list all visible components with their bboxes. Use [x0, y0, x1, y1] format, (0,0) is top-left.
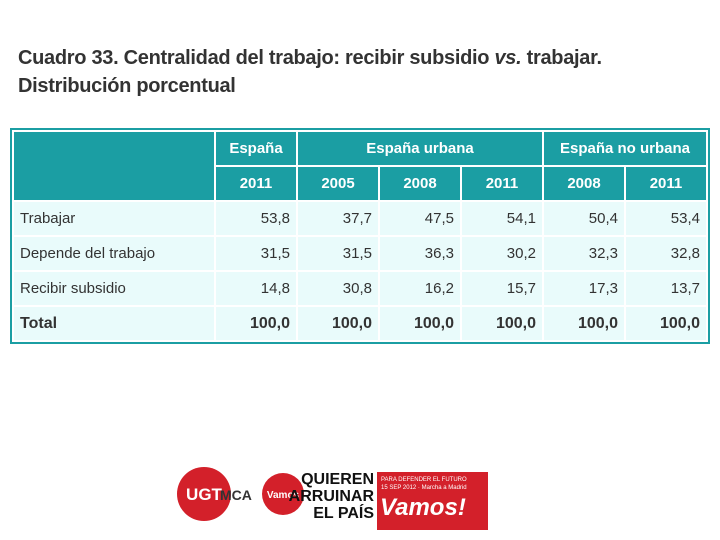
cell: 100,0	[378, 305, 462, 342]
cell: 53,8	[214, 200, 298, 237]
cell: 14,8	[214, 270, 298, 307]
campaign-line: ARRUINAR	[289, 488, 375, 505]
cell: 36,3	[378, 235, 462, 272]
cell: 31,5	[214, 235, 298, 272]
cell: 100,0	[296, 305, 380, 342]
row-label: Recibir subsidio	[12, 270, 216, 307]
ugt-logo	[177, 467, 231, 521]
cell: 54,1	[460, 200, 544, 237]
cell: 15,7	[460, 270, 544, 307]
vamos-badge	[262, 473, 304, 515]
year-header: 2005	[296, 165, 380, 202]
vamos-box	[377, 472, 488, 530]
table: España España urbana España no urbana 20…	[10, 128, 710, 344]
year-header: 2008	[378, 165, 462, 202]
cell: 31,5	[296, 235, 380, 272]
row-label: Total	[12, 305, 216, 342]
title-lead: Cuadro 33. Centralidad del trabajo: reci…	[18, 47, 490, 69]
corner	[12, 130, 216, 202]
cell: 100,0	[460, 305, 544, 342]
year-header: 2011	[624, 165, 708, 202]
cell: 16,2	[378, 270, 462, 307]
row: Trabajar 53,8 37,7 47,5 54,1 50,4 53,4	[12, 200, 708, 237]
cell: 37,7	[296, 200, 380, 237]
cell: 100,0	[214, 305, 298, 342]
year-header: 2008	[542, 165, 626, 202]
row: Depende del trabajo 31,5 31,5 36,3 30,2 32,3 3…	[12, 235, 708, 272]
title: Cuadro 33. Centralidad del trabajo: reci…	[18, 44, 708, 100]
cell: 30,2	[460, 235, 544, 272]
group-header: España	[214, 130, 298, 167]
row-label: Trabajar	[12, 200, 216, 237]
cell: 32,3	[542, 235, 626, 272]
cell: 53,4	[624, 200, 708, 237]
cell: 100,0	[542, 305, 626, 342]
title-emphasis: vs.	[494, 47, 522, 69]
cell: 100,0	[624, 305, 708, 342]
cell: 30,8	[296, 270, 380, 307]
tagline: PARA DEFENDER EL FUTURO	[381, 477, 467, 483]
cell: 32,8	[624, 235, 708, 272]
campaign-line: QUIEREN	[301, 471, 374, 488]
ugt-text: UGT	[186, 485, 223, 504]
vamos-badge-text: Vamos	[267, 490, 300, 501]
row: Recibir subsidio 14,8 30,8 16,2 15,7 17,3 13,7	[12, 270, 708, 307]
row: Total 100,0 100,0 100,0 100,0 100,0 100,0	[12, 305, 708, 342]
group-header: España urbana	[296, 130, 544, 167]
cell: 47,5	[378, 200, 462, 237]
group-header: España no urbana	[542, 130, 708, 167]
cell: 13,7	[624, 270, 708, 307]
mca-text: MCA	[220, 487, 252, 503]
year-header: 2011	[460, 165, 544, 202]
title-tail: trabajar. Distribución porcentual	[18, 47, 602, 97]
row-label: Depende del trabajo	[12, 235, 216, 272]
cell: 50,4	[542, 200, 626, 237]
date: 15 SEP 2012 · Marcha a Madrid	[381, 485, 467, 491]
vamos-text: Vamos!	[380, 494, 466, 521]
campaign-line: EL PAÍS	[313, 503, 374, 522]
year-header: 2011	[214, 165, 298, 202]
cell: 17,3	[542, 270, 626, 307]
